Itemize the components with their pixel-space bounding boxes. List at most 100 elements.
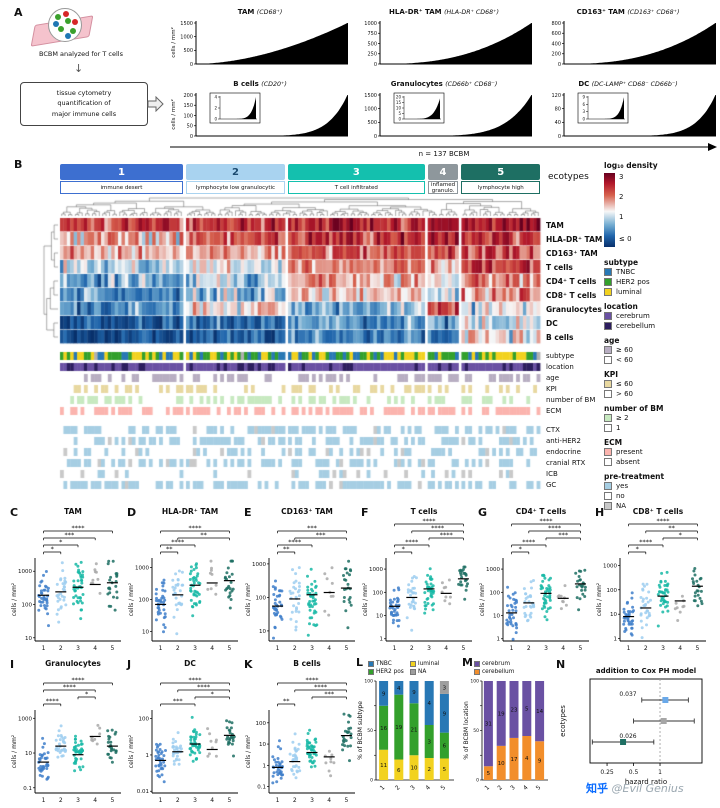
panel-m-label: M: [462, 656, 473, 669]
n-arrow: [170, 143, 717, 151]
svg-text:***: ***: [173, 697, 184, 705]
svg-text:5: 5: [695, 645, 699, 652]
svg-text:1000: 1000: [18, 569, 32, 575]
jitter-points: [154, 715, 236, 784]
svg-text:9: 9: [582, 95, 585, 100]
heatmap-row-label: T cells: [546, 263, 573, 272]
chart-title: Granulocytes (CD66b⁺ CD68⁻): [390, 80, 498, 88]
svg-text:3: 3: [427, 645, 431, 652]
svg-text:6: 6: [397, 768, 401, 774]
legend-item-label: HER2 pos: [376, 669, 404, 675]
svg-text:5: 5: [487, 771, 491, 777]
legend-swatch: [368, 669, 374, 675]
svg-text:0.01: 0.01: [137, 789, 149, 795]
density-colorbar: 3 2 1 ≤ 0: [604, 173, 718, 253]
heatmap-row-label: B cells: [546, 333, 574, 342]
ecotype-name: lymphocyte high: [461, 181, 540, 194]
panel-a-chart-dc: DC (DC-LAMP⁺ CD68⁻ CD66b⁻) 0 40 80 120 0 3 6 9: [536, 80, 720, 142]
ecotype-header: 1 immune desert 2 lymphocyte low granulocyt…: [60, 164, 540, 195]
panel-h-label: H: [595, 506, 605, 519]
svg-text:1: 1: [484, 784, 492, 792]
workflow-caption: BCBM analyzed for T cells: [39, 50, 123, 58]
legend-item: cerebellum: [474, 668, 534, 676]
heatmap-row-label: Granulocytes: [546, 305, 602, 314]
chart-title: DC (DC-LAMP⁺ CD68⁻ CD66b⁻): [578, 80, 678, 88]
svg-text:*: *: [211, 690, 215, 698]
svg-text:****: ****: [306, 676, 320, 684]
svg-text:4: 4: [525, 756, 529, 762]
legend-item-label: ≤ 60: [616, 380, 633, 388]
svg-text:3: 3: [427, 740, 431, 746]
svg-text:cells / mm²: cells / mm²: [170, 99, 177, 130]
svg-text:cells / mm²: cells / mm²: [128, 734, 135, 768]
svg-text:0.026: 0.026: [619, 733, 636, 740]
svg-text:5: 5: [578, 645, 582, 652]
svg-text:2: 2: [527, 645, 531, 652]
svg-text:4: 4: [93, 645, 97, 652]
svg-text:10: 10: [411, 766, 418, 772]
svg-text:% of BCBM subtype: % of BCBM subtype: [357, 701, 364, 760]
svg-text:17: 17: [511, 757, 518, 763]
svg-text:**: **: [200, 531, 207, 539]
legend-item-label: > 60: [616, 390, 633, 398]
svg-text:*: *: [679, 531, 683, 539]
legend-item: 1: [604, 423, 718, 433]
jitter-points: [622, 567, 704, 640]
svg-text:5: 5: [461, 645, 465, 652]
svg-text:****: ****: [63, 683, 77, 691]
heatmap-row-label: CD4⁺ T cells: [546, 277, 597, 286]
svg-text:1: 1: [658, 769, 662, 776]
legend-density-title: log₁₀ density: [604, 161, 658, 170]
svg-text:10: 10: [142, 629, 149, 635]
svg-text:10: 10: [259, 742, 266, 748]
svg-text:addition to Cox PH model: addition to Cox PH model: [596, 667, 696, 675]
workflow-box-line: tissue cytometry: [56, 89, 112, 97]
svg-text:*: *: [85, 690, 89, 698]
legend-item-label: NA: [616, 502, 627, 510]
svg-text:15: 15: [396, 100, 402, 105]
svg-text:4: 4: [424, 784, 432, 792]
legend-swatch: [368, 661, 374, 667]
legend-item: ≥ 2: [604, 413, 718, 423]
legend-item: luminal: [410, 660, 452, 668]
svg-text:120: 120: [551, 93, 561, 99]
svg-text:5: 5: [535, 784, 543, 792]
legend-item: ≥ 60: [604, 345, 718, 355]
svg-text:1000: 1000: [364, 106, 377, 112]
svg-text:1000: 1000: [486, 567, 500, 573]
legend-item-label: luminal: [616, 288, 642, 296]
chart-title: TAM (CD68⁺): [237, 8, 283, 16]
svg-text:0: 0: [476, 778, 479, 784]
svg-text:**: **: [283, 697, 290, 705]
density-gradient: [604, 173, 615, 247]
legend-item-label: NA: [418, 669, 427, 675]
ecotype-number: 4: [427, 164, 459, 180]
svg-text:4: 4: [327, 797, 331, 804]
panel-a-chart-granulocytes: Granulocytes (CD66b⁺ CD68⁻) 0 500 1000 1500 0…: [352, 80, 536, 142]
heatmap-canvas: [42, 196, 542, 494]
ecotype-2: 2 lymphocyte low granulocytic: [185, 164, 286, 195]
workflow-box: tissue cytometry quantification of major…: [20, 82, 148, 126]
svg-text:2: 2: [644, 645, 648, 652]
panel-k-title: B cells: [293, 659, 321, 668]
treatment-row-label: ICB: [546, 470, 558, 478]
svg-text:ecotypes: ecotypes: [559, 705, 567, 737]
svg-text:5: 5: [443, 767, 447, 773]
svg-text:0: 0: [190, 62, 193, 68]
svg-text:150: 150: [183, 103, 193, 109]
panel-l: L TNBC luminal HER2 pos NA 0 50 100 % of BCBM su…: [356, 656, 456, 800]
tissue-cells-icon: [48, 8, 82, 42]
svg-text:2: 2: [214, 106, 217, 111]
panel-f-label: F: [361, 506, 369, 519]
legend-item-label: HER2 pos: [616, 278, 650, 286]
svg-text:****: ****: [540, 518, 554, 525]
legend-item: present: [604, 447, 718, 457]
legend-group-title: age: [604, 336, 620, 345]
svg-text:100: 100: [139, 598, 150, 604]
density-tick-label: 3: [619, 173, 624, 181]
